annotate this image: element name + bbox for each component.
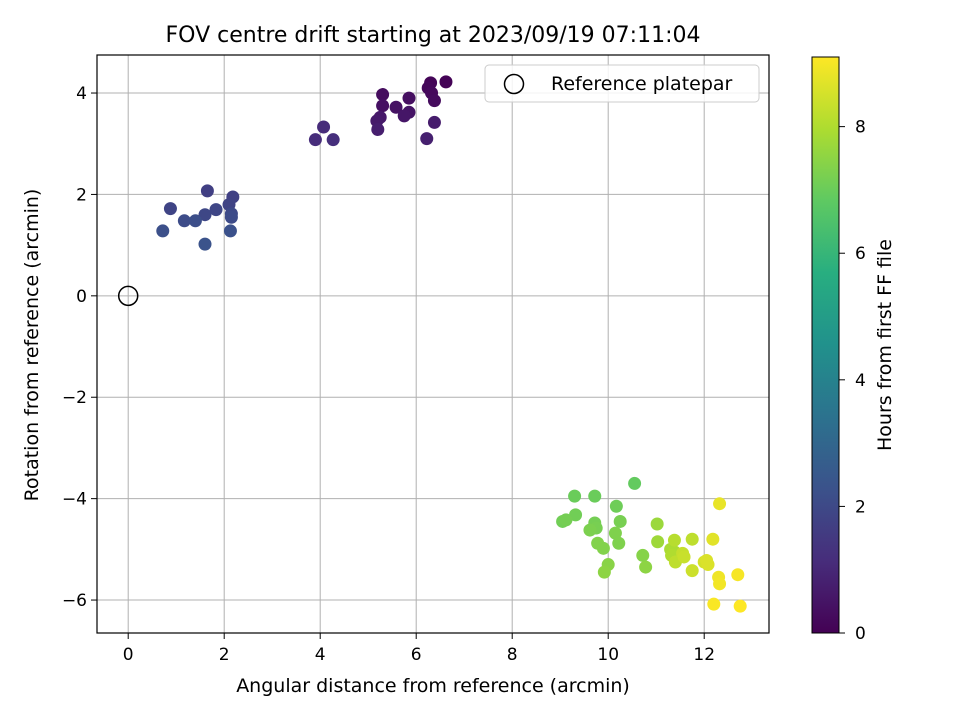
data-point	[427, 115, 441, 129]
colorbar-label: Hours from first FF file	[874, 239, 896, 451]
x-tick-label: 8	[507, 645, 518, 665]
data-point	[636, 548, 650, 562]
data-point	[156, 224, 170, 238]
data-point	[371, 123, 385, 137]
x-axis-ticks: 0 2 4 6 8 10 12	[123, 633, 715, 665]
y-axis-ticks: −6 −4 −2 0 2 4	[62, 84, 97, 611]
data-point	[569, 508, 583, 522]
data-point	[650, 517, 664, 531]
data-point	[733, 599, 747, 613]
chart-title: FOV centre drift starting at 2023/09/19 …	[166, 23, 701, 48]
data-point	[317, 120, 331, 134]
colorbar-tick-label: 2	[855, 497, 866, 517]
y-tick-label: 2	[76, 185, 87, 205]
data-point	[685, 532, 699, 546]
colorbar-ticks: 0 2 4 6 8	[839, 118, 866, 644]
x-tick-label: 6	[411, 645, 422, 665]
data-point	[224, 210, 238, 224]
data-point	[609, 499, 623, 513]
data-point	[402, 91, 416, 105]
data-point	[198, 237, 212, 251]
colorbar-tick-label: 4	[855, 371, 866, 391]
data-point	[713, 497, 727, 511]
y-tick-label: 4	[76, 84, 87, 104]
data-point	[608, 526, 622, 540]
legend-box	[484, 64, 760, 103]
data-point	[177, 214, 191, 228]
y-tick-label: 0	[76, 287, 87, 307]
y-tick-label: −6	[62, 591, 87, 611]
data-point	[628, 476, 642, 490]
data-point	[568, 489, 582, 503]
data-point	[420, 132, 434, 146]
colorbar: 0 2 4 6 8 Hours from first FF file	[811, 56, 896, 644]
data-point	[223, 224, 237, 238]
y-tick-label: −2	[62, 388, 87, 408]
x-tick-label: 4	[315, 645, 326, 665]
data-point	[198, 208, 212, 222]
plot-frame	[96, 54, 770, 634]
data-point	[651, 535, 665, 549]
colorbar-gradient	[811, 56, 840, 634]
data-point	[713, 577, 727, 591]
data-point	[209, 203, 223, 217]
y-tick-label: −4	[62, 490, 87, 510]
x-tick-label: 2	[219, 645, 230, 665]
data-point	[427, 94, 441, 108]
data-point	[583, 523, 597, 537]
legend: Reference platepar	[484, 64, 760, 103]
data-point	[559, 513, 573, 527]
data-point	[163, 202, 177, 216]
data-point	[707, 597, 721, 611]
data-point	[639, 560, 653, 574]
x-tick-label: 0	[123, 645, 134, 665]
data-point	[597, 565, 611, 579]
data-point	[613, 514, 627, 528]
data-point	[188, 214, 202, 228]
data-points	[117, 75, 747, 613]
colorbar-tick-label: 0	[855, 624, 866, 644]
colorbar-tick-label: 8	[855, 118, 866, 138]
data-point	[677, 550, 691, 564]
x-tick-label: 12	[693, 645, 715, 665]
reference-platepar-marker	[117, 285, 139, 307]
data-point	[397, 109, 411, 123]
x-axis-label: Angular distance from reference (arcmin)	[236, 675, 630, 697]
data-point	[731, 568, 745, 582]
data-point	[439, 75, 453, 89]
data-point	[200, 184, 214, 198]
data-point	[588, 489, 602, 503]
data-point	[376, 99, 390, 113]
data-point	[667, 533, 681, 547]
x-tick-label: 10	[597, 645, 619, 665]
data-point	[326, 133, 340, 147]
data-point	[612, 536, 626, 550]
data-point	[596, 541, 610, 555]
data-point	[701, 558, 715, 572]
y-axis-label: Rotation from reference (arcmin)	[21, 189, 43, 502]
data-point	[389, 100, 403, 114]
colorbar-tick-label: 6	[855, 244, 866, 264]
legend-marker-reference	[503, 73, 525, 95]
data-point	[308, 133, 322, 147]
grid-lines	[97, 55, 769, 633]
data-point	[685, 564, 699, 578]
legend-label-reference: Reference platepar	[551, 73, 733, 95]
data-point	[376, 88, 390, 102]
data-point	[706, 532, 720, 546]
